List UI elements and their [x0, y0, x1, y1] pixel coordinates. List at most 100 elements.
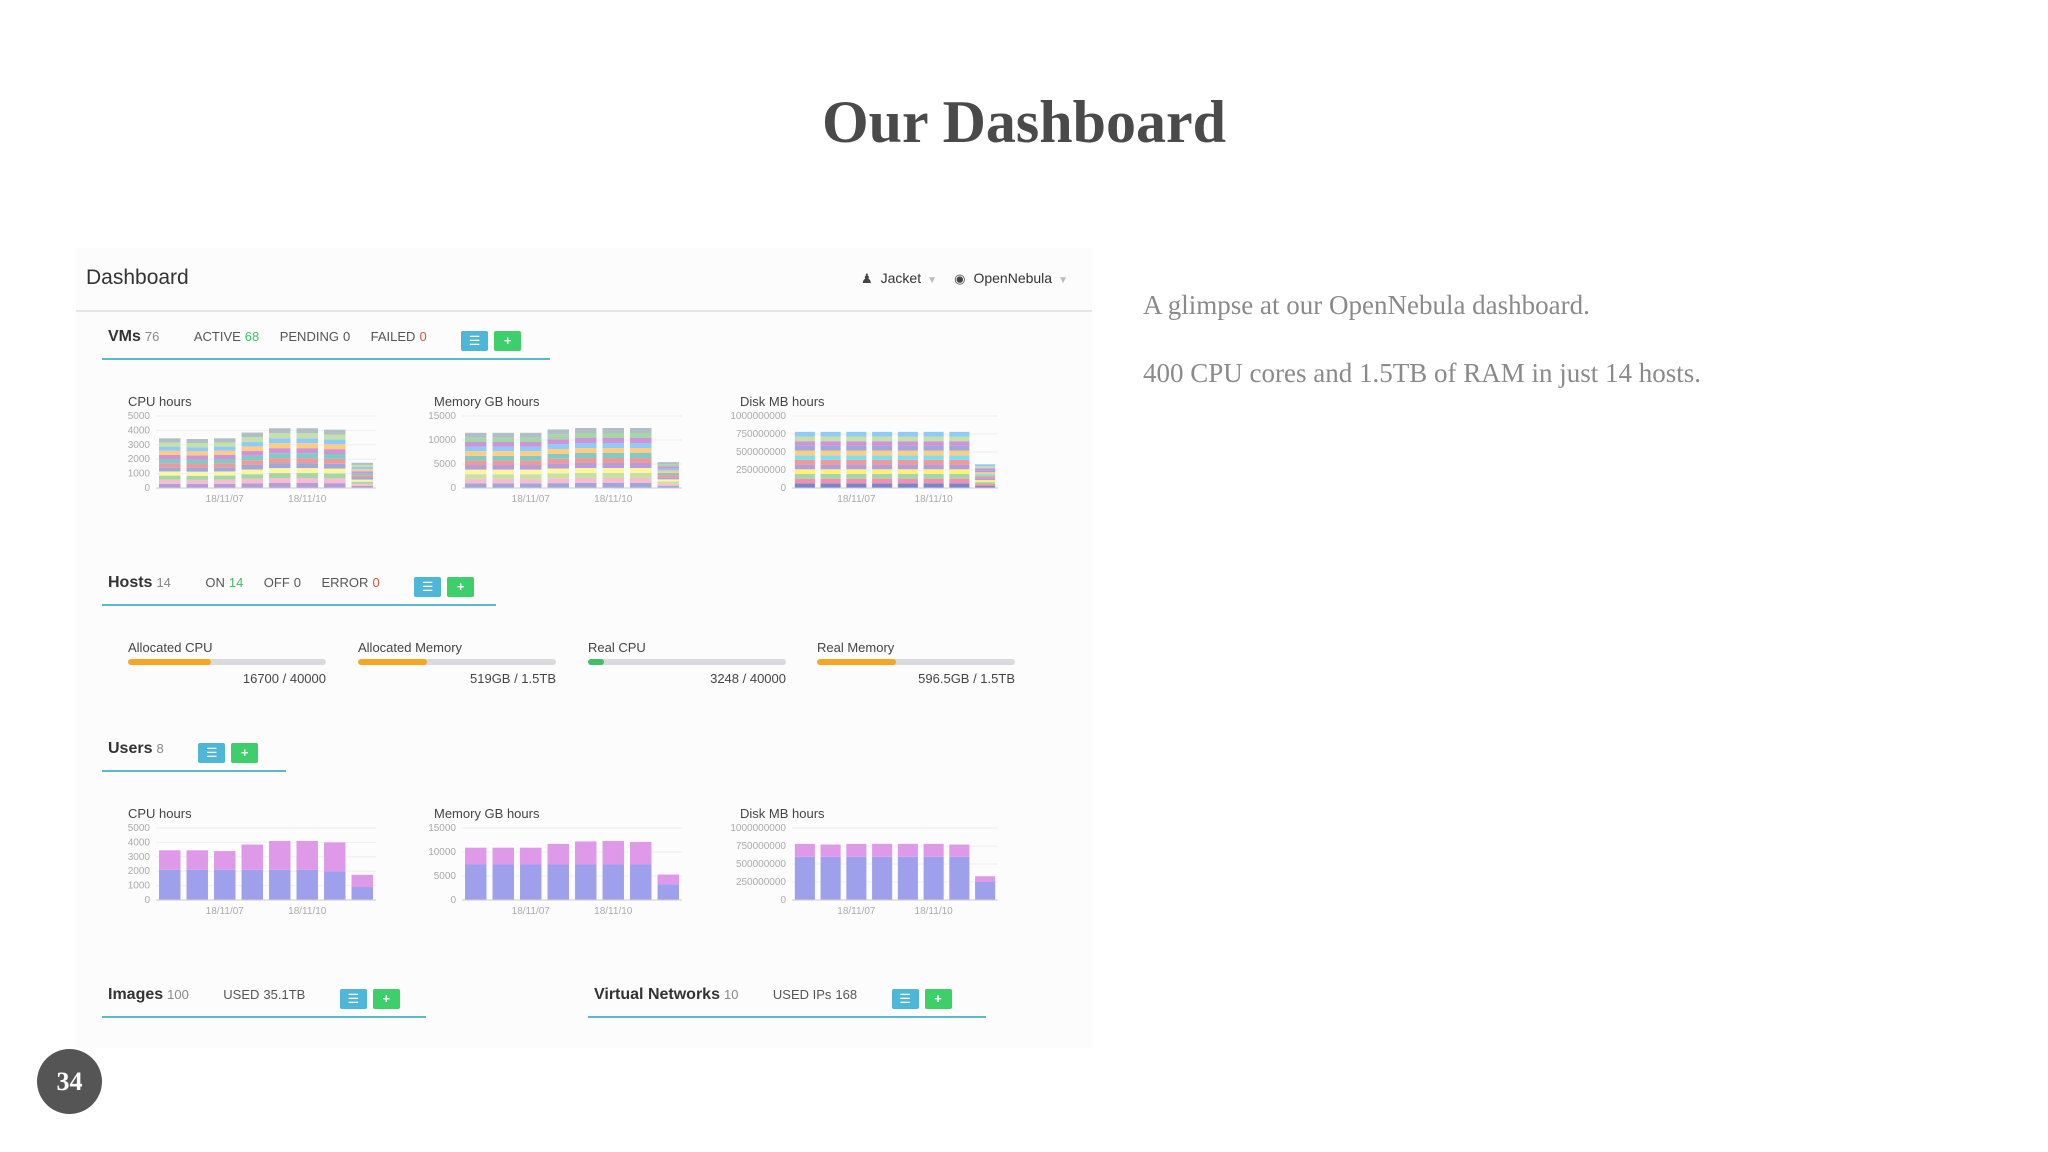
x-tick-label: 18/11/07: [837, 906, 876, 917]
vms-list-button[interactable]: ☰: [461, 331, 489, 351]
bar-segment: [923, 473, 944, 479]
bar-segment: [492, 451, 514, 456]
users-add-button[interactable]: +: [231, 743, 259, 763]
bar-segment: [214, 475, 236, 480]
bar-segment: [820, 441, 841, 446]
bar-segment: [923, 856, 944, 900]
y-tick-label: 5000: [128, 412, 151, 422]
bar-segment: [923, 469, 944, 474]
y-tick-label: 3000: [128, 440, 151, 451]
user-menu[interactable]: ♟ Jacket ▼: [861, 270, 937, 287]
x-tick-label: 18/11/10: [594, 906, 633, 917]
bar-segment: [923, 441, 944, 446]
bar-segment: [872, 455, 893, 460]
bar-segment: [975, 464, 996, 467]
images-add-button[interactable]: +: [372, 989, 400, 1009]
bar-segment: [159, 442, 181, 447]
bar-segment: [602, 478, 624, 483]
bar-segment: [602, 463, 624, 468]
bar-segment: [269, 448, 291, 454]
bar-segment: [241, 460, 263, 465]
vnets-title: Virtual Networks: [594, 986, 720, 1003]
vnets-list-button[interactable]: ☰: [891, 989, 919, 1009]
bar-segment: [324, 463, 346, 469]
bar-segment: [794, 483, 815, 488]
vms-active-stat: ACTIVE 68: [193, 329, 260, 344]
bar-segment: [351, 477, 373, 480]
user-name: Jacket: [880, 270, 922, 286]
hosts-list-button[interactable]: ☰: [414, 577, 442, 597]
bar-segment: [520, 455, 542, 461]
y-tick-label: 0: [450, 483, 456, 494]
bar-segment: [657, 485, 679, 488]
bar-segment: [324, 429, 346, 435]
meter-value: 596.5GB / 1.5TB: [918, 671, 1015, 686]
bar-segment: [820, 844, 841, 857]
users-list-button[interactable]: ☰: [198, 743, 226, 763]
bar-segment: [351, 471, 373, 474]
bar-segment: [949, 441, 970, 446]
bar-segment: [492, 478, 514, 484]
y-tick-label: 0: [144, 483, 150, 494]
bar-segment: [630, 473, 652, 478]
y-tick-label: 4000: [128, 425, 151, 436]
meter-label: Allocated Memory: [358, 640, 463, 655]
meter-track: [588, 659, 786, 665]
y-tick-label: 15000: [428, 824, 456, 834]
y-tick-label: 500000000: [736, 859, 786, 870]
bar-segment: [630, 478, 652, 483]
bar-segment: [351, 467, 373, 470]
bar-segment: [846, 478, 867, 484]
user-cpu-chart: 5000 4000 3000 2000 1000 0 18/11/07 18/11/10: [128, 824, 376, 917]
bar-segment: [269, 453, 291, 459]
bar-segment: [794, 464, 815, 470]
bar-segment: [794, 473, 815, 479]
bar-segment: [575, 453, 597, 458]
bar-segment: [846, 464, 867, 470]
meter-value: 16700 / 40000: [242, 671, 326, 686]
bar-segment: [492, 446, 514, 452]
bar-segment: [492, 469, 514, 475]
bar-segment: [575, 458, 597, 463]
bar-segment: [241, 483, 263, 488]
bar-segment: [241, 437, 263, 442]
bullet-1: A glimpse at our OpenNebula dashboard.: [1143, 290, 1590, 320]
vnets-add-button[interactable]: +: [924, 989, 952, 1009]
bar-segment: [949, 478, 970, 484]
vms-pending-stat: PENDING 0: [279, 329, 351, 344]
bar-segment: [324, 468, 346, 474]
meter-track: [128, 659, 326, 665]
vm-mem-chart: 15000 10000 5000 0 18/11/07 18/11/10: [428, 412, 682, 505]
x-tick-label: 18/11/07: [512, 906, 551, 917]
images-list-button[interactable]: ☰: [339, 989, 367, 1009]
bar-segment: [296, 453, 318, 459]
bar-segment: [630, 443, 652, 448]
bar-segment: [547, 434, 569, 440]
bar-segment: [547, 444, 569, 449]
chevron-down-icon: ▼: [927, 275, 937, 286]
bar-segment: [465, 451, 487, 456]
bar-segment: [657, 884, 679, 900]
bar-segment: [949, 469, 970, 474]
x-tick-label: 18/11/10: [594, 494, 633, 505]
zone-menu[interactable]: ◉ OpenNebula ▼: [954, 270, 1068, 287]
bar-segment: [846, 455, 867, 460]
vms-add-button[interactable]: +: [494, 331, 522, 351]
bar-segment: [602, 443, 624, 448]
bar-segment: [520, 437, 542, 442]
bar-segment: [657, 475, 679, 478]
bar-segment: [575, 468, 597, 473]
bar-segment: [975, 466, 996, 469]
bar-segment: [241, 844, 263, 870]
bar-segment: [630, 428, 652, 433]
y-tick-label: 5000: [128, 824, 151, 834]
bar-segment: [351, 887, 373, 900]
bar-segment: [794, 450, 815, 456]
bar-segment: [465, 465, 487, 470]
bar-segment: [296, 443, 318, 449]
user-disk-chart: 1000000000 750000000 500000000 250000000 0 18…: [730, 824, 998, 917]
hosts-add-button[interactable]: +: [447, 577, 475, 597]
bar-segment: [949, 455, 970, 460]
bar-segment: [949, 464, 970, 470]
bar-segment: [975, 876, 996, 882]
